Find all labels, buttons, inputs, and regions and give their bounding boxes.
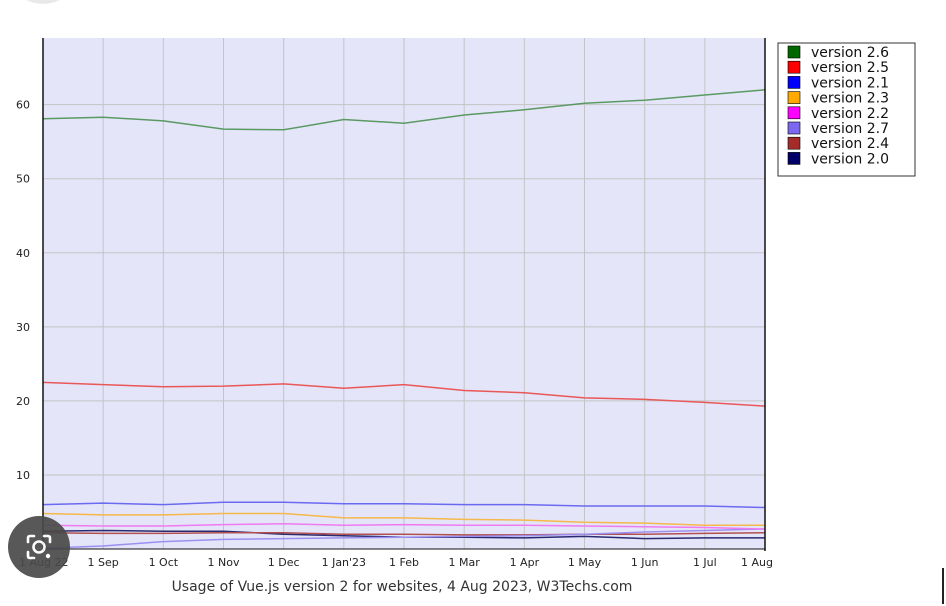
google-lens-camera-icon — [26, 534, 52, 560]
x-tick-label: 1 Aug — [741, 556, 773, 569]
edge-mark — [942, 568, 944, 604]
grid-lines — [42, 38, 766, 549]
series-line-version-2-1 — [42, 501, 766, 509]
legend-box — [777, 42, 916, 177]
series-line-version-2-5 — [42, 381, 766, 407]
legend-swatch — [787, 60, 801, 74]
x-tick-label: 1 May — [568, 556, 602, 569]
google-lens-button[interactable] — [8, 516, 70, 578]
legend-label: version 2.7 — [811, 121, 889, 137]
x-tick-label: 1 Jan'23 — [322, 556, 366, 569]
series-line-version-2-6 — [42, 89, 766, 131]
legend-swatch — [787, 106, 801, 120]
axes — [42, 38, 766, 551]
y-tick-labels: 10 20 30 40 50 60 — [16, 99, 30, 482]
legend-swatch — [787, 152, 801, 165]
y-tick-label: 10 — [16, 469, 30, 482]
y-tick-label: 50 — [16, 173, 30, 186]
x-tick-label: 1 Dec — [268, 556, 300, 569]
y-tick-label: 30 — [16, 321, 30, 334]
legend-label: version 2.2 — [811, 106, 889, 122]
legend-swatch — [787, 136, 801, 150]
legend-label: version 2.4 — [811, 136, 889, 152]
x-tick-label: 1 Apr — [510, 556, 540, 569]
legend-label: version 2.6 — [811, 45, 889, 61]
chart-caption: Usage of Vue.js version 2 for websites, … — [172, 579, 633, 595]
x-tick-label: 1 Sep — [88, 556, 119, 569]
legend-swatch — [787, 76, 801, 89]
series-line-version-2-4 — [42, 531, 766, 536]
x-tick-label: 1 Nov — [208, 556, 240, 569]
y-tick-label: 60 — [16, 99, 30, 112]
x-tick-label: 1 Oct — [149, 556, 179, 569]
series-line-version-2-2 — [42, 523, 766, 530]
legend-swatch — [787, 121, 801, 135]
x-tick-label: 1 Jun — [631, 556, 659, 569]
legend-label: version 2.3 — [811, 91, 889, 107]
x-tick-label: 1 Feb — [389, 556, 419, 569]
legend-label: version 2.1 — [811, 75, 889, 91]
series-lines — [42, 89, 766, 550]
corner-shadow — [18, 0, 68, 4]
series-line-version-2-3 — [42, 512, 765, 527]
legend-swatch — [787, 91, 801, 104]
legend-swatch — [787, 45, 801, 59]
legend-label: version 2.0 — [811, 151, 889, 167]
x-tick-label: 1 Jul — [693, 556, 717, 569]
legend-label: version 2.5 — [811, 60, 889, 76]
y-tick-label: 40 — [16, 247, 30, 260]
series-line-version-2-7 — [42, 528, 766, 550]
y-tick-label: 20 — [16, 395, 30, 408]
x-tick-label: 1 Mar — [449, 556, 481, 569]
